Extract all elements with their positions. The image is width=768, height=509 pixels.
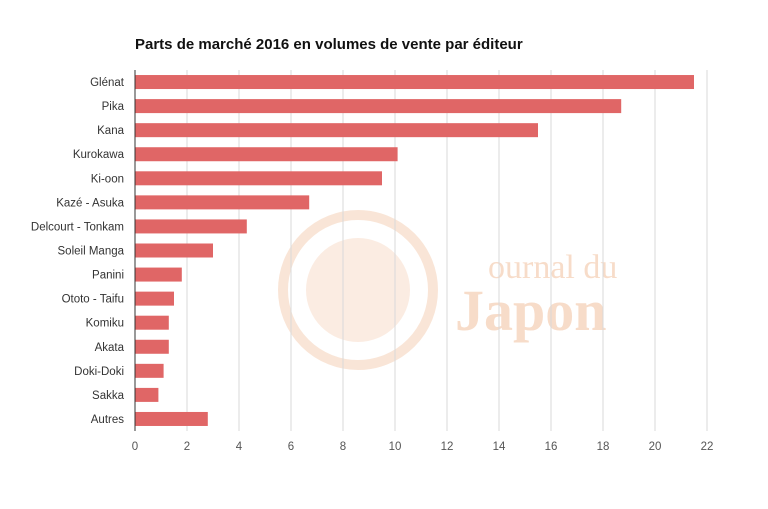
bar	[135, 99, 622, 114]
bar	[135, 147, 398, 162]
bar	[135, 387, 159, 402]
x-tick-label: 12	[441, 441, 454, 453]
category-label: Soleil Manga	[58, 246, 125, 258]
category-label: Autres	[91, 414, 124, 426]
category-label: Delcourt - Tonkam	[31, 221, 124, 233]
watermark-sun-icon	[278, 210, 438, 370]
watermark-text-line2: Japon	[455, 278, 607, 343]
category-label: Ototo - Taifu	[62, 294, 124, 306]
x-tick-label: 20	[649, 441, 662, 453]
bar	[135, 363, 164, 378]
category-label: Kurokawa	[73, 149, 125, 161]
chart-title: Parts de marché 2016 en volumes de vente…	[135, 36, 523, 53]
category-label: Akata	[95, 342, 125, 354]
watermark-text-line1: ournal du	[488, 249, 617, 286]
watermark-logo: ournal du Japon	[278, 210, 617, 370]
category-label: Panini	[92, 270, 124, 282]
bar	[135, 171, 382, 186]
x-tick-label: 16	[545, 441, 558, 453]
category-label: Komiku	[86, 318, 124, 330]
category-label: Glénat	[90, 77, 125, 89]
bar	[135, 75, 694, 90]
category-label: Pika	[102, 101, 125, 113]
bar	[135, 123, 538, 138]
x-tick-label: 18	[597, 441, 610, 453]
bar	[135, 267, 182, 282]
category-label: Kazé - Asuka	[56, 197, 124, 209]
category-label: Sakka	[92, 390, 125, 402]
bar	[135, 339, 169, 354]
watermark-sun-core	[306, 238, 410, 342]
x-tick-label: 2	[184, 441, 190, 453]
bar	[135, 243, 213, 258]
x-tick-label: 0	[132, 441, 138, 453]
bar	[135, 195, 310, 210]
x-tick-label: 4	[236, 441, 243, 453]
category-label: Doki-Doki	[74, 366, 124, 378]
x-tick-label: 8	[340, 441, 346, 453]
x-tick-label: 6	[288, 441, 294, 453]
x-tick-label: 22	[701, 441, 714, 453]
x-tick-label: 14	[493, 441, 506, 453]
bar	[135, 411, 208, 426]
bar	[135, 219, 247, 234]
x-tick-label: 10	[389, 441, 402, 453]
category-label: Kana	[97, 125, 124, 137]
bar	[135, 315, 169, 330]
category-label: Ki-oon	[91, 173, 124, 185]
bar	[135, 291, 174, 306]
